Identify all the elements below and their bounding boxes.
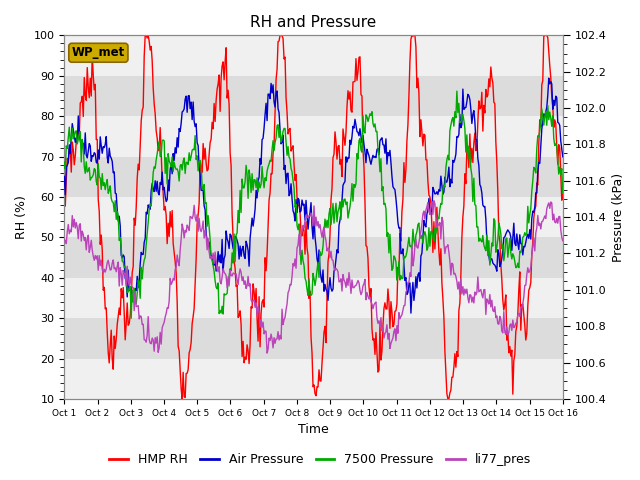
Bar bbox=[64, 278, 563, 318]
Bar bbox=[64, 359, 563, 399]
Bar bbox=[64, 116, 563, 156]
Bar bbox=[64, 197, 563, 237]
Y-axis label: Pressure (kPa): Pressure (kPa) bbox=[612, 173, 625, 262]
Bar bbox=[64, 237, 563, 278]
Y-axis label: RH (%): RH (%) bbox=[15, 195, 28, 239]
X-axis label: Time: Time bbox=[298, 423, 329, 436]
Bar bbox=[64, 76, 563, 116]
Title: RH and Pressure: RH and Pressure bbox=[250, 15, 377, 30]
Bar bbox=[64, 156, 563, 197]
Legend: HMP RH, Air Pressure, 7500 Pressure, li77_pres: HMP RH, Air Pressure, 7500 Pressure, li7… bbox=[104, 448, 536, 471]
Bar bbox=[64, 36, 563, 76]
Text: WP_met: WP_met bbox=[72, 46, 125, 59]
Bar bbox=[64, 318, 563, 359]
